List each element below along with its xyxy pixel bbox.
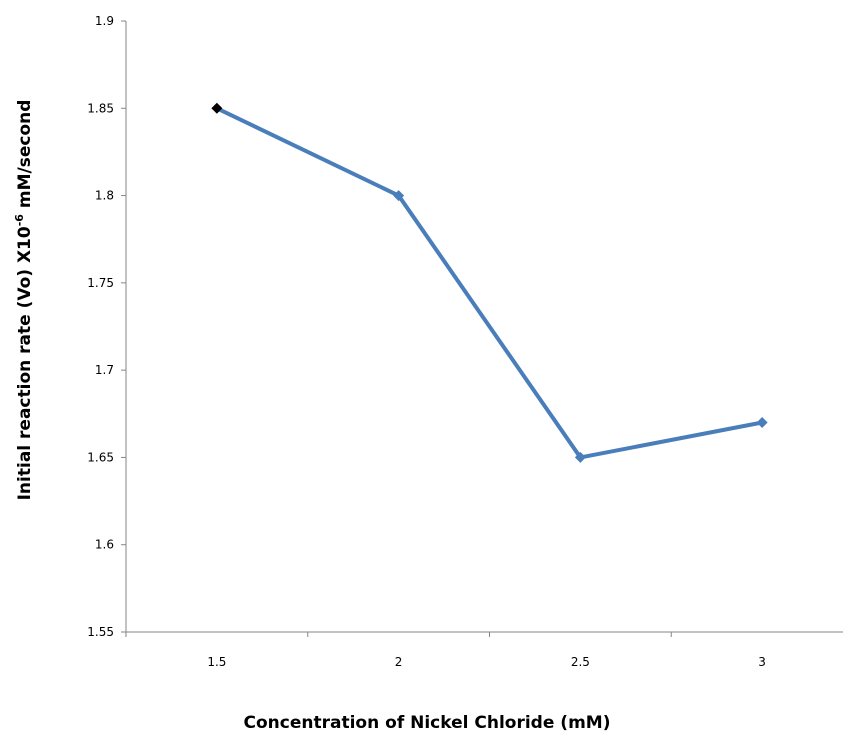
y-axis-title-suffix: mM/second [15, 100, 35, 214]
y-axis-title-prefix: Initial reaction rate (Vo) X10 [15, 226, 35, 500]
y-axis: 1.55 1.6 1.65 1.7 1.75 1.8 1.85 1.9 [87, 14, 127, 639]
series-group [211, 102, 768, 463]
x-axis: 1.5 2 2.5 3 [125, 631, 843, 669]
series-line [216, 106, 763, 460]
y-ticks: 1.55 1.6 1.65 1.7 1.75 1.8 1.85 1.9 [87, 14, 126, 639]
x-axis-title: Concentration of Nickel Chloride (mM) [244, 713, 611, 733]
x-ticks: 1.5 2 2.5 3 [125, 632, 766, 669]
y-axis-title-exponent: -6 [13, 214, 26, 227]
y-tick-label: 1.8 [95, 189, 114, 203]
x-tick-label: 1.5 [207, 655, 226, 669]
y-tick-label: 1.85 [87, 101, 114, 115]
y-tick-label: 1.55 [87, 625, 114, 639]
y-axis-title: Initial reaction rate (Vo) X10-6 mM/seco… [13, 100, 35, 501]
y-tick-label: 1.6 [95, 538, 114, 552]
y-tick-label: 1.9 [95, 14, 114, 28]
x-tick-label: 2 [395, 655, 403, 669]
y-tick-label: 1.75 [87, 276, 114, 290]
data-point-marker [393, 190, 405, 202]
y-tick-label: 1.65 [87, 450, 114, 464]
x-tick-label: 3 [758, 655, 766, 669]
y-tick-label: 1.7 [95, 363, 114, 377]
data-point-marker [574, 451, 586, 463]
x-tick-label: 2.5 [571, 655, 590, 669]
data-point-marker [211, 102, 223, 114]
data-point-marker [756, 417, 768, 429]
